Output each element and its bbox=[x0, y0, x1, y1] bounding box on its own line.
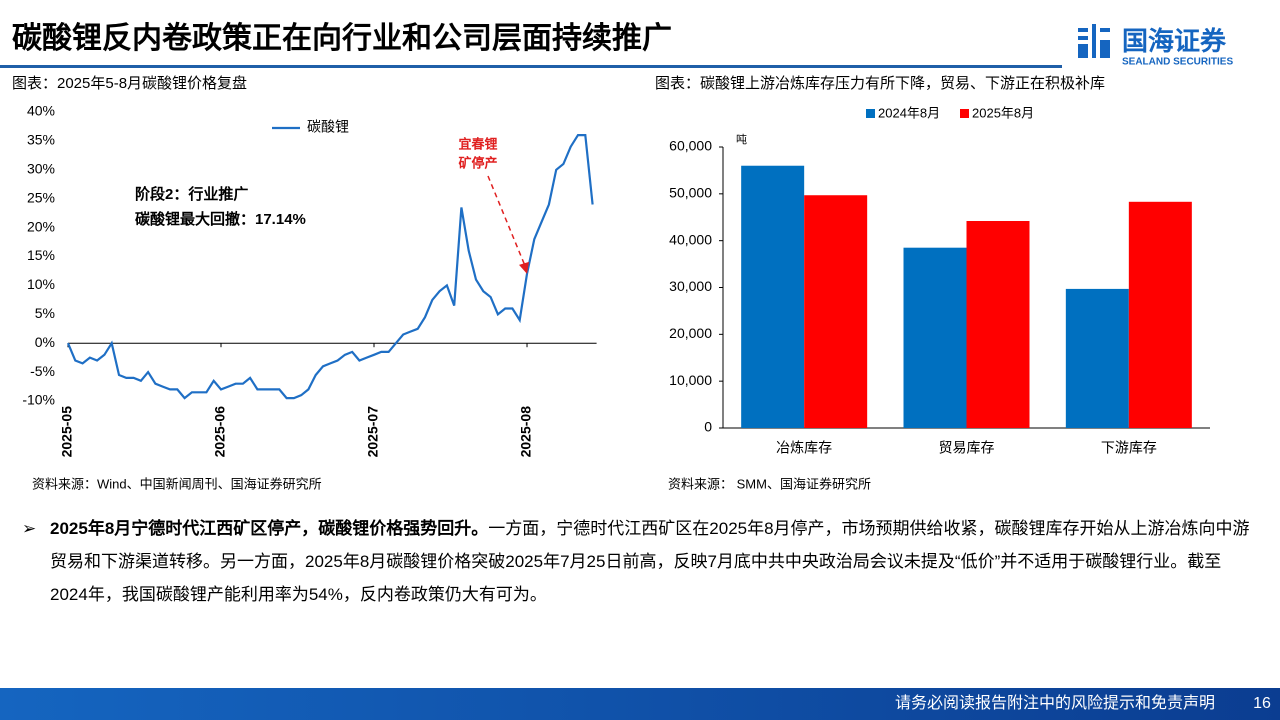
legend-label: 碳酸锂 bbox=[307, 119, 349, 135]
chart-title: 图表：2025年5-8月碳酸锂价格复盘 bbox=[12, 74, 247, 92]
price-line bbox=[66, 134, 594, 400]
footer-disclaimer: 请务必阅读报告附注中的风险提示和免责声明 bbox=[895, 694, 1215, 712]
annotation-arrowhead bbox=[519, 261, 530, 274]
logo-icon bbox=[1078, 24, 1110, 58]
page-number: 16 bbox=[1253, 695, 1271, 712]
logo-subtext: SEALAND SECURITIES bbox=[1122, 57, 1233, 68]
body-text: 一方面，宁德时代江西矿区在2025年8月停产，市场预期供给收紧，碳酸锂库存开始从… bbox=[50, 519, 1250, 604]
slide-title: 碳酸锂反内卷政策正在向行业和公司层面持续推广 bbox=[12, 21, 672, 55]
annotation-text: 阶段2：行业推广 bbox=[135, 185, 248, 203]
legend-swatch bbox=[866, 109, 875, 118]
legend-swatch bbox=[960, 109, 969, 118]
y-tick-label: 40% bbox=[27, 103, 55, 119]
chart-title: 图表：碳酸锂上游冶炼库存压力有所下降，贸易、下游正在积极补库 bbox=[655, 75, 1105, 92]
y-tick-label: 60,000 bbox=[669, 138, 712, 154]
annotation-text: 宜春锂 bbox=[458, 136, 497, 151]
y-tick-label: 30,000 bbox=[669, 278, 712, 294]
annotation-text: 碳酸锂最大回撤：17.14% bbox=[135, 210, 306, 228]
y-tick-label: 35% bbox=[27, 132, 55, 148]
y-tick-label: 10,000 bbox=[669, 372, 712, 388]
bar bbox=[966, 220, 1030, 428]
x-tick-label: 贸易库存 bbox=[939, 440, 995, 456]
annotation-text: 矿停产 bbox=[458, 155, 497, 170]
bar bbox=[903, 247, 967, 428]
y-tick-label: 25% bbox=[27, 189, 55, 205]
x-tick-label: 2025-06 bbox=[212, 406, 228, 458]
y-tick-label: 20,000 bbox=[669, 325, 712, 341]
y-tick-label: 15% bbox=[27, 247, 55, 263]
y-tick-label: 40,000 bbox=[669, 231, 712, 247]
y-unit: 吨 bbox=[736, 133, 747, 146]
legend-label: 2024年8月 bbox=[878, 105, 940, 120]
chart-source: 资料来源： SMM、国海证券研究所 bbox=[668, 476, 871, 491]
bar bbox=[1128, 201, 1192, 428]
x-tick-label: 2025-05 bbox=[59, 406, 75, 458]
y-tick-label: 30% bbox=[27, 161, 55, 177]
bar bbox=[741, 165, 805, 428]
y-tick-label: -5% bbox=[30, 363, 55, 379]
y-tick-label: 5% bbox=[35, 305, 55, 321]
lead-sentence: 2025年8月宁德时代江西矿区停产，碳酸锂价格强势回升。 bbox=[50, 519, 489, 538]
y-tick-label: 0 bbox=[704, 419, 712, 435]
x-tick-label: 下游库存 bbox=[1101, 440, 1157, 456]
y-tick-label: 20% bbox=[27, 218, 55, 234]
body-paragraph: ➢ 2025年8月宁德时代江西矿区停产，碳酸锂价格强势回升。一方面，宁德时代江西… bbox=[22, 512, 1258, 611]
x-tick-label: 冶炼库存 bbox=[776, 440, 832, 456]
header-rule bbox=[0, 65, 1062, 68]
logo-text: 国海证券 bbox=[1122, 26, 1227, 56]
bullet: ➢ bbox=[22, 519, 37, 538]
legend-label: 2025年8月 bbox=[972, 105, 1034, 120]
bar bbox=[1065, 288, 1129, 428]
x-tick-label: 2025-08 bbox=[518, 406, 534, 458]
footer-bar bbox=[0, 688, 1280, 720]
y-tick-label: 50,000 bbox=[669, 185, 712, 201]
y-tick-label: 10% bbox=[27, 276, 55, 292]
chart-source: 资料来源：Wind、中国新闻周刊、国海证券研究所 bbox=[32, 476, 322, 491]
x-tick-label: 2025-07 bbox=[365, 406, 381, 458]
y-tick-label: -10% bbox=[22, 392, 55, 408]
bar bbox=[804, 195, 868, 428]
y-tick-label: 0% bbox=[35, 334, 55, 350]
annotation-arrow bbox=[487, 175, 526, 267]
